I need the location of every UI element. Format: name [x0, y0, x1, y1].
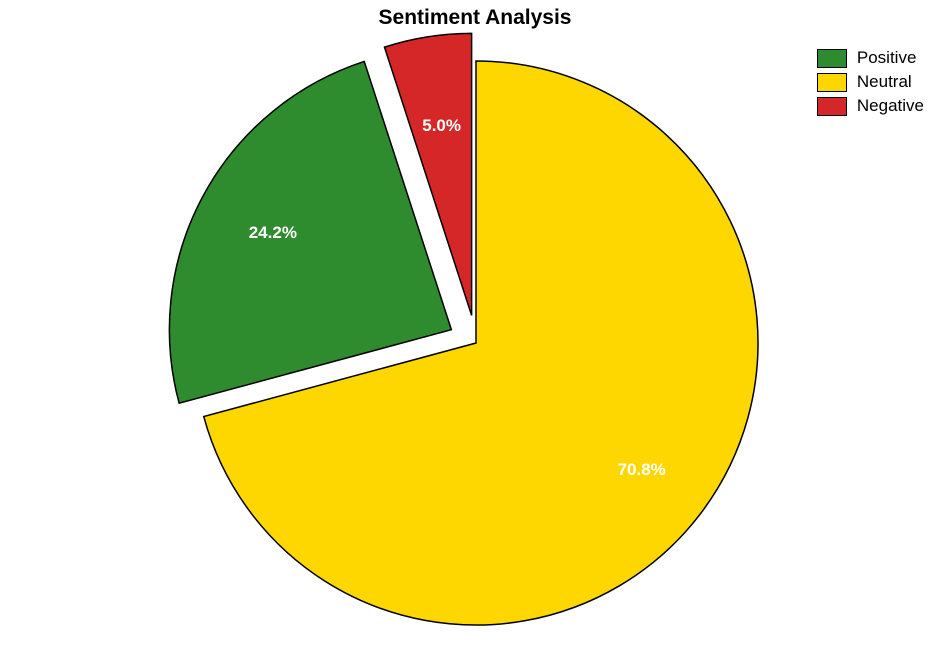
legend: Positive Neutral Negative — [817, 48, 924, 120]
chart-container: Sentiment Analysis PositiveNeutralNegati… — [0, 0, 950, 662]
legend-item-neutral: Neutral — [817, 72, 924, 92]
legend-swatch-neutral — [817, 73, 847, 92]
legend-item-positive: Positive — [817, 48, 924, 68]
pie-chart — [0, 0, 950, 662]
legend-swatch-negative — [817, 97, 847, 116]
legend-label-negative: Negative — [857, 96, 924, 116]
slice-label-neutral: 70.8% — [618, 460, 666, 480]
slice-label-negative: 5.0% — [422, 116, 461, 136]
slice-label-positive: 24.2% — [249, 223, 297, 243]
legend-swatch-positive — [817, 49, 847, 68]
legend-item-negative: Negative — [817, 96, 924, 116]
legend-label-positive: Positive — [857, 48, 917, 68]
legend-label-neutral: Neutral — [857, 72, 912, 92]
